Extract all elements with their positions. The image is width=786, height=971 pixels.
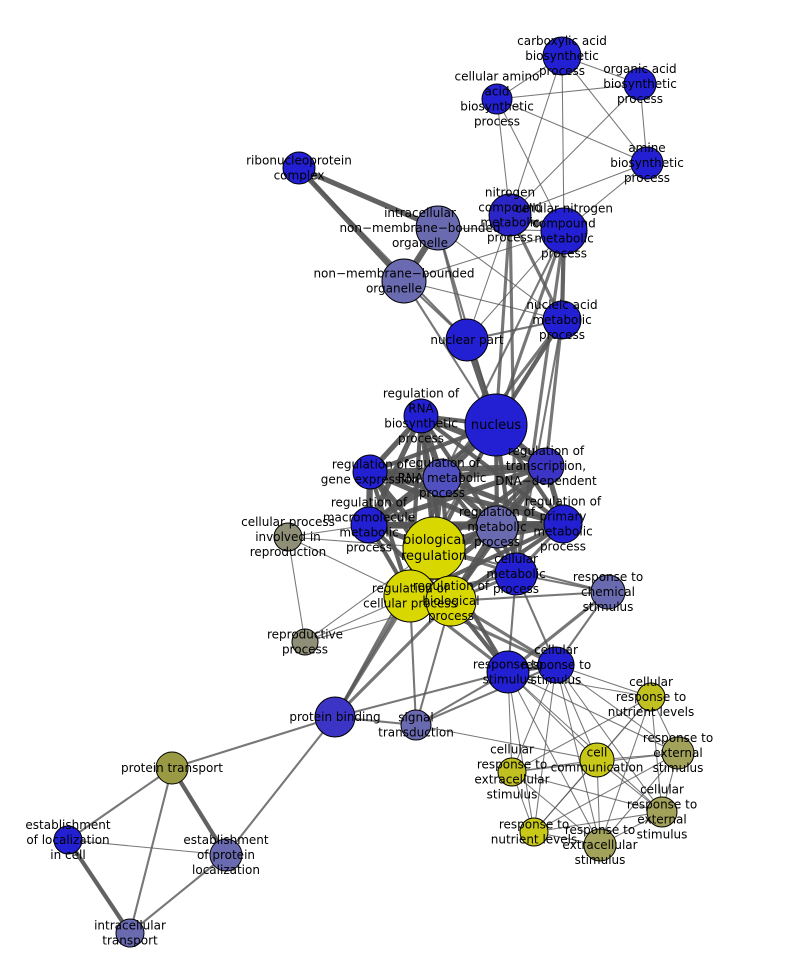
graph-edge [555, 664, 663, 813]
edges-layer [65, 55, 679, 936]
graph-node[interactable] [636, 682, 666, 712]
graph-node[interactable] [381, 258, 427, 304]
graph-node[interactable] [53, 825, 83, 855]
graph-node[interactable] [350, 506, 388, 544]
graph-edge [403, 230, 565, 282]
graph-node[interactable] [590, 574, 626, 610]
graph-edge [414, 663, 558, 727]
graph-node[interactable] [623, 67, 657, 101]
graph-edge [67, 839, 227, 856]
graph-node[interactable] [400, 709, 432, 741]
graph-edge [650, 696, 663, 813]
graph-edge [65, 837, 133, 936]
graph-edge [496, 98, 565, 232]
graph-edge [365, 520, 567, 529]
graph-edge [169, 765, 229, 858]
graph-edge [367, 469, 566, 527]
graph-node[interactable] [115, 918, 145, 948]
graph-node[interactable] [579, 742, 615, 778]
graph-edge [466, 214, 511, 341]
graph-edge [555, 664, 601, 846]
graph-edge [466, 230, 565, 341]
graph-edge [544, 318, 564, 468]
graph-edge [496, 98, 648, 164]
graph-edge [296, 165, 441, 231]
graph-edge [561, 55, 565, 232]
graph-node[interactable] [445, 318, 489, 362]
graph-edge [599, 752, 679, 846]
graph-node[interactable] [422, 458, 462, 498]
nodes-layer [53, 36, 695, 948]
graph-node[interactable] [155, 751, 189, 785]
graph-edge [128, 766, 174, 935]
graph-edge [415, 724, 598, 761]
graph-edge [128, 853, 228, 935]
graph-node[interactable] [352, 454, 388, 490]
graph-edge [514, 229, 566, 576]
graph-edge [511, 771, 601, 846]
graph-edge [224, 715, 337, 857]
graph-node[interactable] [542, 36, 582, 76]
graph-node[interactable] [488, 193, 532, 237]
graph-edge [511, 664, 557, 773]
graph-node[interactable] [209, 838, 243, 872]
graph-node[interactable] [497, 757, 527, 787]
graph-node[interactable] [273, 522, 303, 552]
graph-edge [511, 771, 663, 813]
graph-node[interactable] [481, 83, 513, 115]
graph-edge [507, 671, 679, 754]
graph-edge [66, 766, 174, 842]
graph-edge [509, 83, 641, 216]
graph-node[interactable] [583, 828, 617, 862]
graph-edge [533, 811, 663, 833]
graph-edge [287, 536, 306, 643]
graph-node[interactable] [537, 646, 575, 684]
graph-node[interactable] [425, 575, 477, 627]
graph-edge [533, 752, 679, 833]
graph-edge [333, 599, 453, 719]
graph-edge [496, 83, 641, 100]
graph-edge [533, 664, 557, 833]
graph-edge [333, 670, 510, 719]
graph-edge [437, 227, 563, 321]
graph-edge [507, 671, 663, 813]
graph-edge [555, 664, 679, 754]
graph-node[interactable] [661, 736, 695, 770]
graph-node[interactable] [543, 504, 583, 544]
graph-node[interactable] [402, 516, 466, 580]
graph-edge [509, 55, 563, 216]
graph-edge [561, 55, 648, 164]
graph-node[interactable] [542, 300, 582, 340]
graph-edge [367, 469, 500, 530]
graph-node[interactable] [475, 505, 519, 549]
graph-node[interactable] [519, 817, 549, 847]
graph-node[interactable] [415, 205, 461, 251]
graph-node[interactable] [291, 628, 319, 656]
graph-edge [511, 696, 652, 773]
graph-edge [507, 671, 535, 833]
graph-node[interactable] [282, 151, 316, 185]
graph-edge [507, 671, 601, 846]
graph-edge [494, 213, 512, 427]
graph-edge [509, 162, 648, 216]
graph-node[interactable] [464, 393, 528, 457]
graph-edge [449, 590, 610, 603]
graph-node[interactable] [630, 146, 664, 180]
graph-node[interactable] [646, 796, 678, 828]
graph-node[interactable] [494, 552, 538, 596]
graph-node[interactable] [527, 447, 565, 485]
graph-node[interactable] [314, 696, 356, 738]
graph-node[interactable] [403, 398, 439, 434]
graph-node[interactable] [486, 650, 530, 694]
graph-edge [170, 715, 337, 770]
graph-node[interactable] [540, 207, 588, 255]
graph-edge [297, 166, 469, 342]
